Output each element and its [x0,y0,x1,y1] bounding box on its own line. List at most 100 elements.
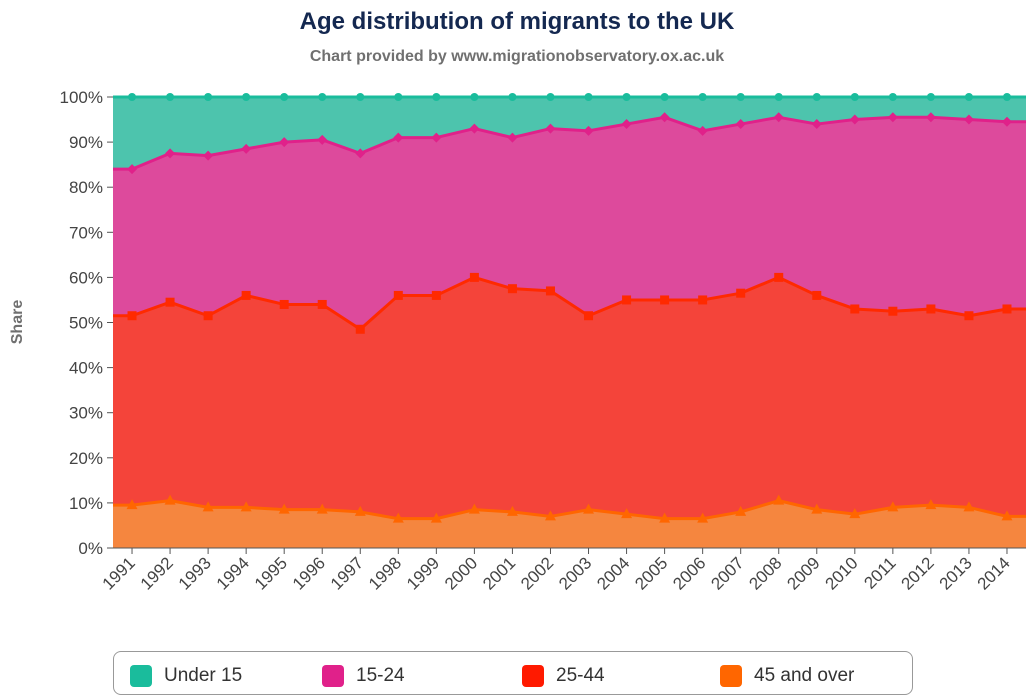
chart-title: Age distribution of migrants to the UK [299,8,735,35]
point [622,295,632,305]
y-tick-label: 70% [69,223,103,242]
line-15-24 [113,115,1026,171]
legend-swatch [322,665,344,687]
x-tick-label: 1991 [99,553,139,593]
point [849,114,860,125]
point [659,512,671,523]
legend-label: 45 and over [754,665,855,686]
point [316,503,328,514]
point [431,290,441,300]
point [887,501,899,512]
y-tick-label: 90% [69,133,103,152]
point [698,93,707,101]
point [773,494,785,505]
y-tick-label: 50% [69,314,103,333]
point [354,505,366,516]
legend-swatch [130,665,152,687]
x-tick-label: 2000 [441,553,481,593]
point [925,499,937,510]
point [126,499,138,510]
x-tick-label: 2012 [898,553,938,593]
y-tick-label: 100% [60,88,103,107]
legend-item-25-44[interactable]: 25-44 [522,664,605,688]
legend: Under 15 15-24 25-44 45 and over [113,651,913,695]
point [697,125,708,136]
point [850,93,859,101]
point [507,132,518,143]
point [849,508,861,519]
point [394,93,403,101]
point [660,93,669,101]
point [773,112,784,123]
point [964,93,973,101]
point [241,143,252,154]
point [468,503,480,514]
point [546,93,555,101]
point [203,150,214,161]
x-tick-label: 2006 [669,553,709,593]
point [317,299,327,309]
point [963,114,974,125]
line-45-and-over [113,499,1026,521]
point [280,93,289,101]
point [355,148,366,159]
point [659,112,670,123]
legend-label: 25-44 [556,665,605,686]
point [583,503,595,514]
point [355,324,365,334]
legend-item-under-15[interactable]: Under 15 [130,664,242,688]
y-tick-label: 30% [69,404,103,423]
x-tick-label: 1994 [213,553,253,593]
y-tick-label: 0% [78,539,103,558]
point [812,290,822,300]
x-tick-label: 2014 [974,553,1014,593]
point [963,501,975,512]
point [393,132,404,143]
area-15-24 [113,117,1026,330]
point [470,93,479,101]
x-tick-label: 2002 [517,553,557,593]
y-tick-label: 20% [69,449,103,468]
point [166,93,175,101]
x-tick-label: 1995 [251,553,291,593]
y-tick-label: 40% [69,359,103,378]
x-tick-label: 1992 [137,553,177,593]
point [774,93,783,101]
point [507,284,517,294]
legend-item-15-24[interactable]: 15-24 [322,664,405,688]
point [811,119,822,130]
point [318,93,327,101]
point [660,295,670,305]
x-tick-label: 2001 [479,553,519,593]
x-tick-label: 1998 [365,553,405,593]
legend-item-45-and-over[interactable]: 45 and over [720,664,854,688]
x-tick-label: 2008 [745,553,785,593]
series-lines [113,95,1026,521]
point [888,93,897,101]
x-tick-label: 1996 [289,553,329,593]
point [735,119,746,130]
point [127,164,138,175]
point [278,503,290,514]
x-tick-label: 1997 [327,553,367,593]
chart-subtitle: Chart provided by www.migrationobservato… [309,48,725,65]
point [544,510,556,521]
point [584,93,593,101]
point [430,512,442,523]
point [127,311,137,321]
point [164,494,176,505]
x-tick-label: 2005 [631,553,671,593]
point [926,93,935,101]
point [583,125,594,136]
point [735,505,747,516]
point [545,123,556,134]
point [202,501,214,512]
area-45-and-over [113,500,1026,548]
series-markers [126,93,1013,523]
point [469,272,479,282]
point [203,311,213,321]
point [622,93,631,101]
point [621,119,632,130]
point [128,93,137,101]
point [621,508,633,519]
